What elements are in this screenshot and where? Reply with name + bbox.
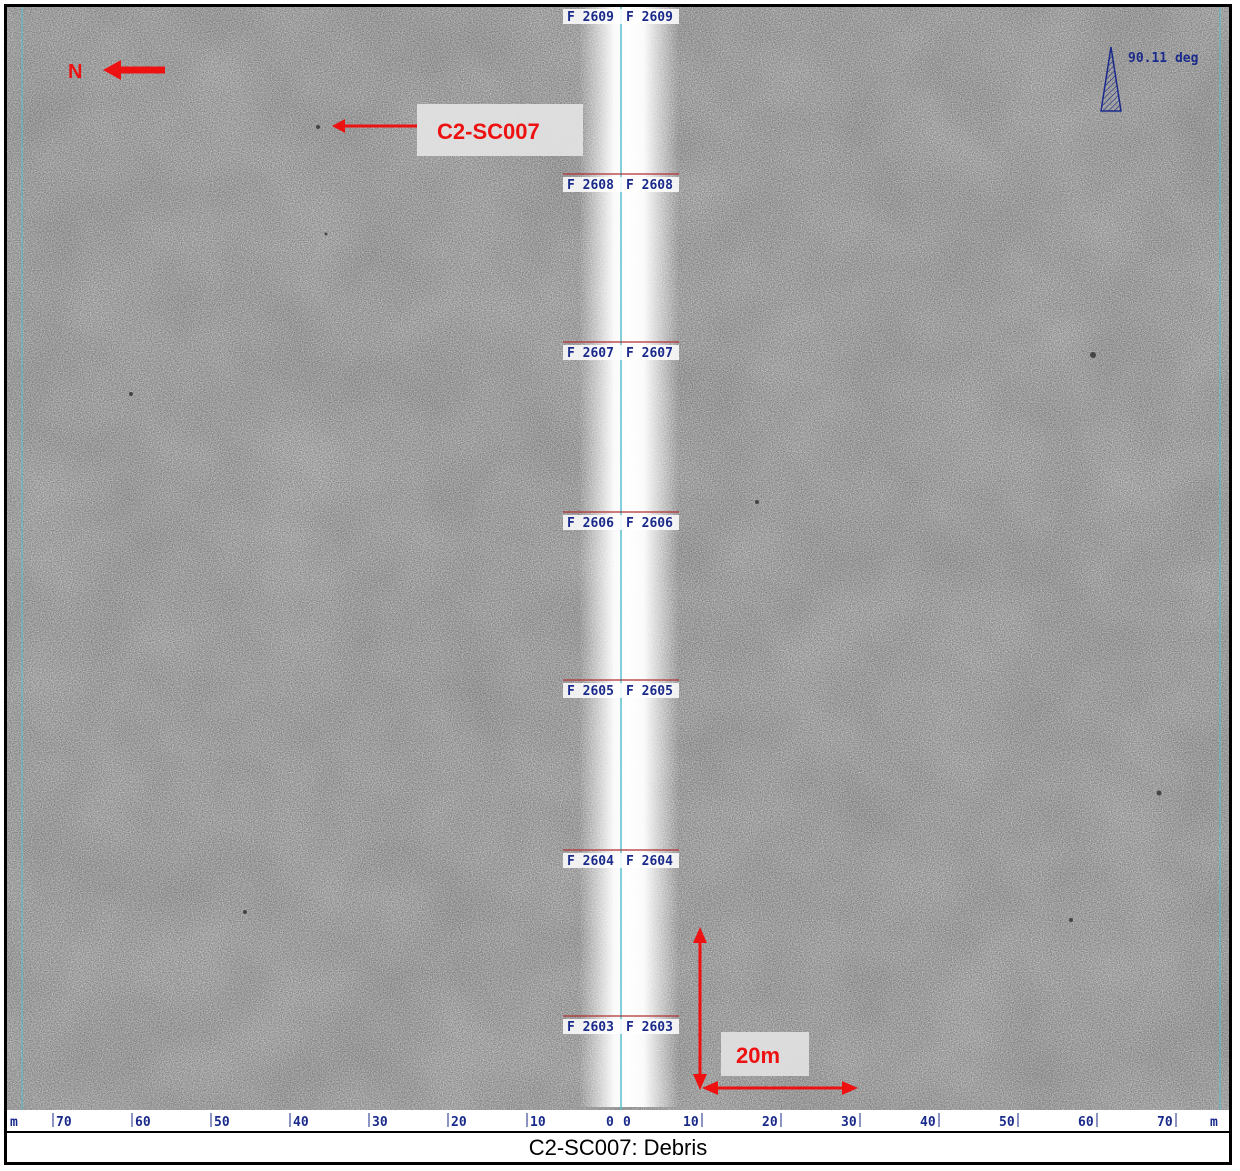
scale-unit-right: m xyxy=(1210,1115,1218,1130)
fix-label-right: F 2606 xyxy=(626,516,673,531)
fix-label-right: F 2609 xyxy=(626,10,673,25)
scale-bar: 20m xyxy=(693,927,858,1095)
caption-bar: C2-SC007: Debris xyxy=(7,1131,1229,1162)
seabed-contacts xyxy=(129,125,1162,922)
fix-label-left: F 2605 xyxy=(567,684,614,699)
sonar-image: F 2609 F 2609 F 2608 F 2608 F 2607 F 2607 F 26… xyxy=(7,7,1229,1131)
scale-tick-label-right: 20 xyxy=(762,1115,778,1130)
nadir-band xyxy=(579,7,679,1107)
sonar-canvas: F 2609 F 2609 F 2608 F 2608 F 2607 F 2607 F 26… xyxy=(7,7,1229,1131)
scale-tick-label-right: 40 xyxy=(920,1115,936,1130)
scale-tick-label-right: 70 xyxy=(1157,1115,1173,1130)
north-label: N xyxy=(68,61,82,83)
contact-speck xyxy=(129,392,133,396)
scale-bar-up-head xyxy=(693,927,707,943)
fix-label-right: F 2607 xyxy=(626,346,673,361)
north-arrow-icon xyxy=(103,60,165,80)
scale-bar-left-head xyxy=(702,1081,718,1095)
heading-indicator-icon xyxy=(1100,46,1122,112)
fix-label-left: F 2609 xyxy=(567,10,614,25)
contact-speck xyxy=(243,910,247,914)
contact-speck xyxy=(755,500,759,504)
fix-label-left: F 2607 xyxy=(567,346,614,361)
fix-label-right: F 2604 xyxy=(626,854,673,869)
contact-speck xyxy=(1156,790,1162,796)
fix-label-bg xyxy=(563,345,679,360)
fix-marks: F 2609 F 2609 F 2608 F 2608 F 2607 F 2607 F 26… xyxy=(563,9,679,1035)
fix-label-right: F 2603 xyxy=(626,1020,673,1035)
scale-tick-label-left: 40 xyxy=(293,1115,309,1130)
fix-label-bg xyxy=(563,177,679,192)
fix-label-left: F 2604 xyxy=(567,854,614,869)
fix-label-right: F 2605 xyxy=(626,684,673,699)
scale-tick-label-right: 10 xyxy=(683,1115,699,1130)
scale-bar-right-head xyxy=(842,1081,858,1095)
target-arrow-head xyxy=(332,119,345,133)
fix-label-left: F 2603 xyxy=(567,1020,614,1035)
scale-tick-label-right: 60 xyxy=(1078,1115,1094,1130)
scale-tick-label-left: 50 xyxy=(214,1115,230,1130)
scale-bar-label: 20m xyxy=(736,1043,780,1068)
scale-unit-left: m xyxy=(10,1115,18,1130)
contact-speck xyxy=(324,232,328,236)
scale-tick-label-left: 60 xyxy=(135,1115,151,1130)
fix-label-bg xyxy=(563,9,679,24)
range-scale: m m 70 60 50 40 30 20 10 0 0 10 20 30 40 50 60 70 xyxy=(10,1113,1218,1130)
fix-label-bg xyxy=(563,515,679,530)
target-contact xyxy=(316,125,320,129)
scale-tick-label-right: 30 xyxy=(841,1115,857,1130)
fix-label-bg xyxy=(563,1019,679,1034)
scale-tick-label-left: 10 xyxy=(530,1115,546,1130)
scale-tick-label-right: 0 xyxy=(623,1115,631,1130)
scale-tick-label-left: 70 xyxy=(56,1115,72,1130)
fix-label-bg xyxy=(563,853,679,868)
target-label-box xyxy=(417,104,583,156)
target-label: C2-SC007 xyxy=(437,119,540,144)
fix-label-left: F 2606 xyxy=(567,516,614,531)
fix-label-left: F 2608 xyxy=(567,178,614,193)
scale-bar-down-head xyxy=(693,1074,707,1090)
scale-tick-label-left: 0 xyxy=(606,1115,614,1130)
heading-label: 90.11 deg xyxy=(1128,51,1198,66)
contact-speck xyxy=(1069,918,1073,922)
range-scale-strip xyxy=(7,1110,1229,1131)
fix-label-right: F 2608 xyxy=(626,178,673,193)
scale-tick-label-left: 30 xyxy=(372,1115,388,1130)
sonar-figure: F 2609 F 2609 F 2608 F 2608 F 2607 F 2607 F 26… xyxy=(4,4,1232,1165)
scale-bar-label-box xyxy=(721,1032,809,1076)
fix-label-bg xyxy=(563,683,679,698)
scale-tick-label-right: 50 xyxy=(999,1115,1015,1130)
scale-tick-label-left: 20 xyxy=(451,1115,467,1130)
contact-speck xyxy=(1090,352,1096,358)
caption: C2-SC007: Debris xyxy=(528,1134,708,1160)
